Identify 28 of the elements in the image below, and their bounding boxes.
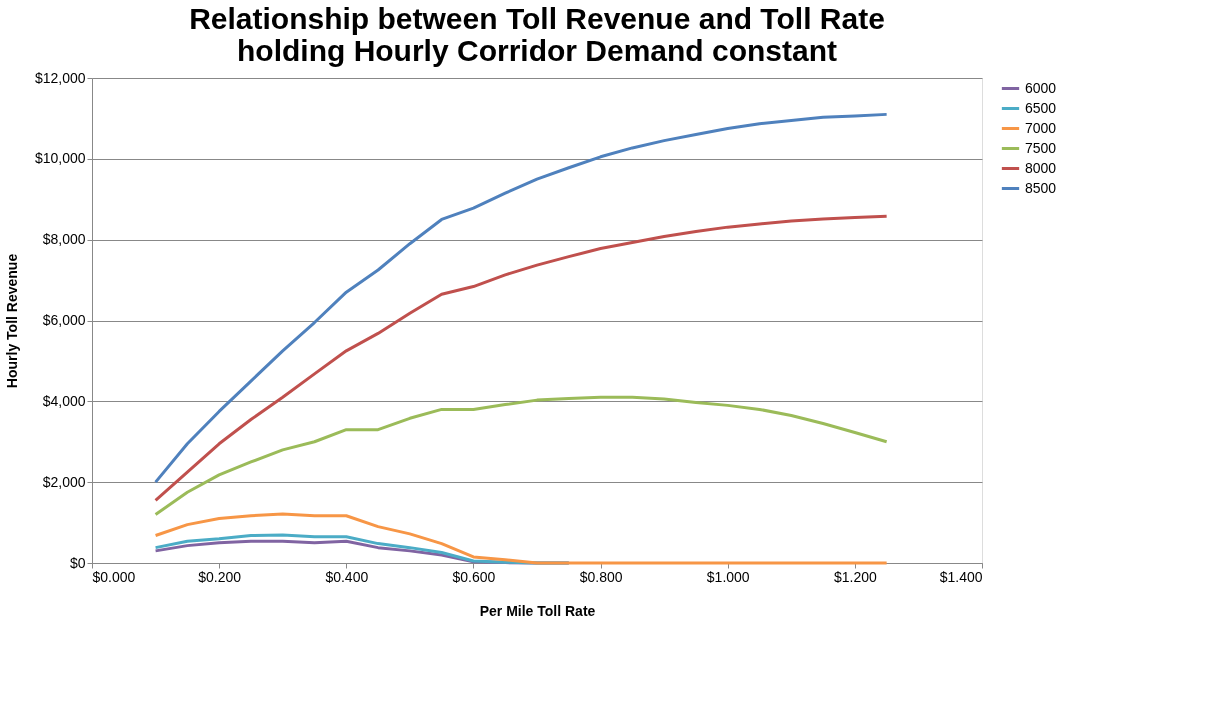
y-tick-label: $12,000 [34,69,86,86]
x-tick-label: $1.400 [939,568,983,585]
x-tick-label: $0.000 [92,568,136,585]
legend-label: 6000 [1025,79,1057,96]
legend-label: 8500 [1025,179,1057,196]
y-tick-label: $6,000 [42,312,86,328]
y-tick-label: $8,000 [42,231,86,248]
legend-label: 8000 [1025,159,1057,176]
x-tick-label: $0.400 [325,568,369,585]
line-series [154,214,889,502]
legend-label: 6500 [1025,99,1057,116]
x-tick-label: $0.800 [579,568,623,585]
y-tick-label: $2,000 [42,473,86,490]
legend-label: 7000 [1025,119,1057,136]
y-tick-label: $0 [69,554,86,571]
chart-title: Relationship between Toll Revenue and Toll Rate holding Hourly Corridor Demand constant [189,2,885,67]
line-series [154,112,889,484]
y-tick-label: $4,000 [42,392,86,409]
y-tick-label: $10,000 [34,150,86,167]
x-tick-label: $0.200 [198,568,242,585]
x-axis-title: Per Mile Toll Rate [479,602,596,619]
line-series [154,395,889,516]
x-tick-label: $0.600 [452,568,496,585]
legend-label: 7500 [1025,139,1057,156]
y-axis-title: Hourly Toll Revenue [3,253,20,389]
x-tick-label: $1.000 [706,568,750,585]
x-tick-label: $1.200 [833,568,877,585]
line-series [154,512,889,565]
